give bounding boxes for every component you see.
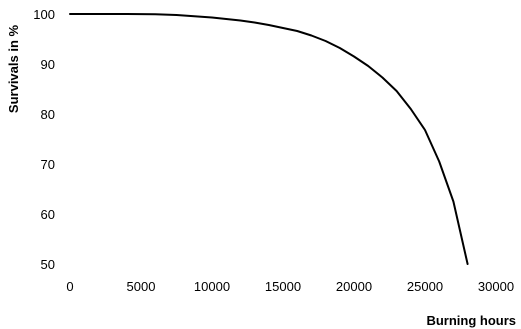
x-axis-title: Burning hours bbox=[426, 313, 516, 328]
x-tick-label: 15000 bbox=[265, 279, 301, 294]
series-line bbox=[69, 13, 469, 265]
y-tick-label: 60 bbox=[41, 207, 55, 222]
x-tick-label: 20000 bbox=[336, 279, 372, 294]
y-tick-label: 90 bbox=[41, 57, 55, 72]
y-tick-label: 80 bbox=[41, 107, 55, 122]
x-tick-label: 25000 bbox=[407, 279, 443, 294]
y-tick-label: 50 bbox=[41, 257, 55, 272]
x-tick-label: 0 bbox=[66, 279, 73, 294]
x-tick-label: 5000 bbox=[127, 279, 156, 294]
y-axis-ticks: 50 60 70 80 90 100 bbox=[33, 7, 55, 272]
y-axis-title: Survivals in % bbox=[6, 24, 21, 113]
x-tick-label: 30000 bbox=[478, 279, 514, 294]
y-tick-label: 70 bbox=[41, 157, 55, 172]
x-tick-label: 10000 bbox=[194, 279, 230, 294]
x-axis-ticks: 0 5000 10000 15000 20000 25000 30000 bbox=[66, 279, 514, 294]
y-tick-label: 100 bbox=[33, 7, 55, 22]
